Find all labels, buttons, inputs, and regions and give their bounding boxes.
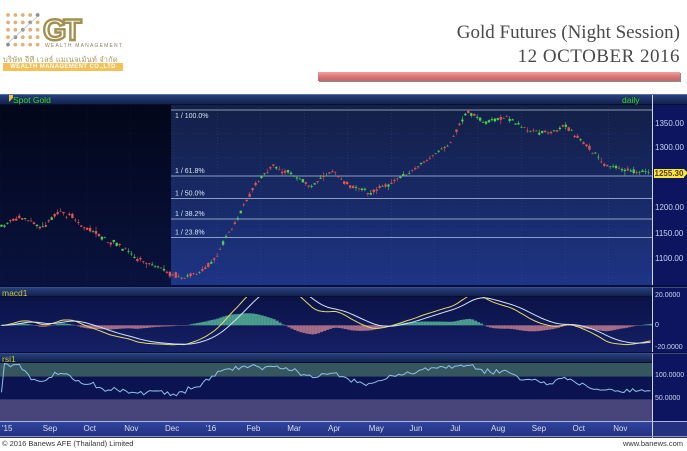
svg-text:1 / 38.2%: 1 / 38.2% <box>175 211 205 218</box>
svg-text:1 / 50.0%: 1 / 50.0% <box>175 191 205 198</box>
svg-text:1 / 23.8%: 1 / 23.8% <box>175 229 205 236</box>
svg-text:WEALTH MANAGEMENT: WEALTH MANAGEMENT <box>45 43 123 49</box>
svg-text:1 / 61.8%: 1 / 61.8% <box>175 168 205 175</box>
svg-text:1 / 100.0%: 1 / 100.0% <box>175 113 208 120</box>
